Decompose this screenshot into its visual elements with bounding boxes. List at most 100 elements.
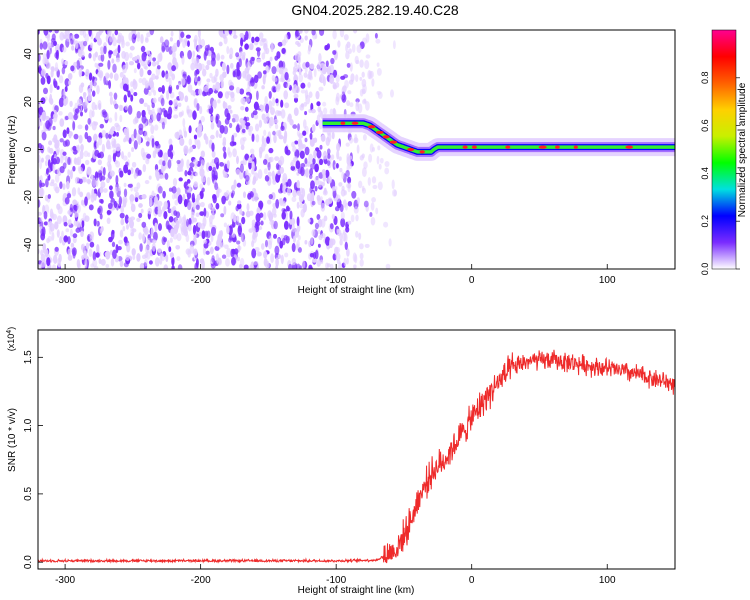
noise-blob	[150, 124, 155, 135]
noise-blob	[76, 204, 81, 214]
noise-blob	[194, 69, 198, 78]
noise-blob	[145, 36, 149, 41]
noise-blob	[100, 258, 106, 266]
noise-blob	[195, 199, 199, 205]
noise-blob	[71, 247, 77, 256]
noise-blob	[346, 100, 351, 107]
noise-blob	[88, 52, 92, 59]
noise-blob	[242, 239, 247, 247]
noise-blob	[268, 119, 272, 129]
noise-blob	[248, 210, 254, 216]
noise-blob	[331, 214, 335, 220]
noise-blob	[363, 200, 369, 208]
noise-blob	[93, 218, 97, 227]
noise-blob	[159, 174, 164, 179]
noise-blob	[84, 215, 90, 222]
noise-blob	[77, 98, 82, 107]
noise-blob	[220, 80, 225, 89]
noise-blob	[275, 198, 280, 209]
noise-blob	[172, 56, 177, 67]
noise-blob	[343, 74, 349, 79]
noise-blob	[269, 156, 274, 163]
noise-blob	[131, 33, 136, 44]
noise-blob	[79, 111, 84, 117]
noise-blob	[121, 38, 125, 49]
noise-blob	[304, 66, 308, 73]
noise-blob	[285, 205, 290, 212]
noise-blob	[114, 186, 119, 194]
noise-blob	[227, 147, 231, 156]
noise-blob	[68, 132, 72, 139]
noise-blob	[335, 92, 340, 102]
noise-blob	[230, 96, 235, 103]
noise-blob	[228, 30, 233, 35]
noise-blob	[147, 69, 152, 76]
noise-blob	[132, 80, 138, 90]
noise-blob	[40, 76, 46, 85]
noise-blob	[42, 245, 46, 254]
noise-blob	[335, 74, 340, 83]
noise-blob	[365, 33, 370, 43]
noise-blob	[318, 86, 324, 92]
noise-blob	[80, 230, 84, 238]
noise-blob	[211, 173, 216, 182]
noise-blob	[125, 131, 130, 141]
noise-blob	[280, 109, 286, 119]
noise-blob	[51, 231, 55, 241]
noise-blob	[81, 243, 86, 253]
noise-blob	[268, 193, 273, 200]
noise-blob	[308, 174, 313, 180]
noise-blob	[187, 40, 190, 48]
noise-blob	[274, 55, 279, 61]
noise-blob	[314, 176, 320, 186]
figure-title: GN04.2025.282.19.40.C28	[291, 2, 459, 18]
noise-blob	[252, 175, 257, 185]
noise-blob	[130, 94, 134, 102]
noise-blob	[385, 263, 391, 269]
noise-blob	[341, 231, 347, 242]
noise-blob	[161, 84, 165, 94]
noise-blob	[161, 45, 166, 53]
noise-blob	[253, 114, 259, 120]
noise-blob	[161, 236, 166, 246]
noise-blob	[155, 171, 160, 181]
noise-blob	[293, 66, 296, 72]
noise-blob	[45, 168, 49, 175]
noise-blob	[311, 200, 316, 206]
noise-blob	[174, 131, 180, 139]
noise-blob	[348, 155, 353, 160]
noise-blob	[52, 125, 56, 131]
noise-blob	[295, 40, 300, 46]
noise-blob	[38, 199, 41, 208]
noise-blob	[141, 52, 147, 62]
noise-blob	[297, 123, 300, 131]
noise-blob	[370, 216, 376, 226]
noise-blob	[261, 85, 265, 90]
noise-blob	[188, 217, 192, 226]
noise-blob	[81, 220, 85, 228]
noise-blob	[187, 50, 192, 60]
noise-blob	[359, 243, 364, 250]
noise-blob	[160, 97, 165, 107]
noise-blob	[229, 62, 234, 69]
noise-blob	[64, 115, 69, 121]
noise-blob	[38, 67, 42, 73]
noise-blob	[221, 195, 226, 205]
noise-blob	[72, 236, 77, 244]
noise-blob	[107, 154, 112, 164]
y-tick-label: 40	[23, 48, 34, 60]
noise-blob	[229, 109, 233, 114]
noise-blob	[182, 118, 186, 128]
noise-blob	[47, 194, 51, 199]
noise-blob	[124, 104, 129, 111]
noise-blob	[371, 197, 377, 203]
noise-blob	[161, 107, 166, 113]
top-y-axis: -40 -20 0 20 40	[23, 48, 43, 252]
noise-blob	[64, 60, 69, 66]
noise-blob	[105, 73, 111, 79]
noise-blob	[359, 258, 364, 267]
noise-blob	[143, 102, 148, 107]
noise-blob	[178, 215, 182, 224]
noise-blob	[157, 96, 162, 102]
noise-blob	[152, 97, 157, 104]
